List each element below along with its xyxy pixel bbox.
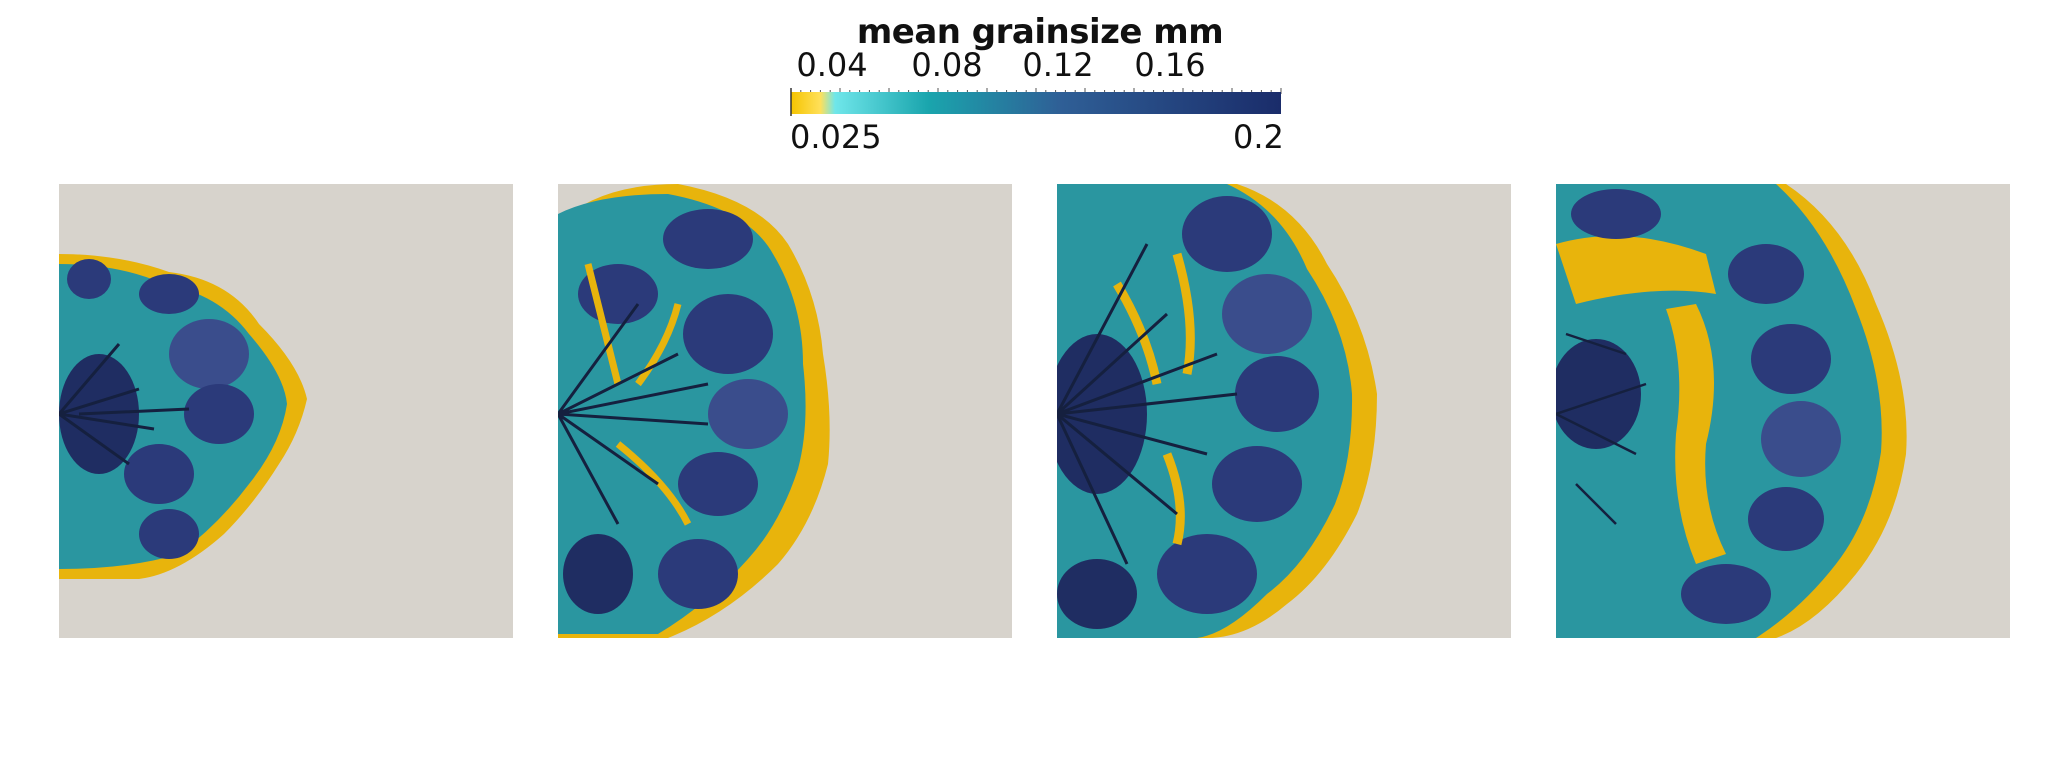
navy-lobe (663, 209, 753, 269)
navy-lobe (1751, 324, 1831, 394)
navy-lobe (1556, 339, 1641, 449)
navy-lobe (1235, 356, 1319, 432)
navy-lobe (184, 384, 254, 444)
colorbar-max-label: 0.2 (1233, 118, 1284, 156)
sand-streaks (584, 263, 692, 526)
grainsize-panel-2 (558, 184, 1012, 638)
colorbar-min-label: 0.025 (790, 118, 882, 156)
navy-lobe (678, 452, 758, 516)
colorbar-tick-label: 0.16 (1134, 46, 1206, 84)
navy-lobe (708, 379, 788, 449)
navy-lobe (563, 534, 633, 614)
channel-network (1556, 332, 1647, 525)
navy-lobe (1571, 189, 1661, 239)
navy-lobe (139, 274, 199, 314)
grainsize-panel-1 (59, 184, 513, 638)
navy-lobe (1222, 274, 1312, 354)
grainsize-panel-4 (1556, 184, 2010, 638)
channel-network (1057, 243, 1238, 565)
navy-lobe (1157, 534, 1257, 614)
navy-lobe (1761, 401, 1841, 477)
navy-lobe (1728, 244, 1804, 304)
sand-band (1666, 304, 1726, 564)
colorbar-tick-label: 0.04 (796, 46, 868, 84)
colorbar (790, 88, 1282, 116)
navy-lobe (169, 319, 249, 389)
colorbar-tick-label: 0.08 (911, 46, 983, 84)
navy-lobe (1748, 487, 1824, 551)
colorbar-legend: mean grainsize mm 0.04 0.08 0.12 0.16 0.… (790, 0, 1290, 160)
navy-lobe (67, 259, 111, 299)
navy-lobe (139, 509, 199, 559)
grainsize-panel-3 (1057, 184, 1511, 638)
colorbar-gradient (791, 92, 1281, 114)
navy-lobe (683, 294, 773, 374)
channel-network (59, 343, 190, 466)
navy-lobe (1057, 559, 1137, 629)
sand-band (1556, 236, 1716, 304)
colorbar-tick-label: 0.12 (1022, 46, 1094, 84)
navy-lobe (1182, 196, 1272, 272)
channel-network (558, 303, 709, 525)
navy-lobe (658, 539, 738, 609)
navy-lobe (124, 444, 194, 504)
sand-streaks (1113, 252, 1195, 546)
navy-lobe (1681, 564, 1771, 624)
navy-lobe (1212, 446, 1302, 522)
colorbar-title: mean grainsize mm (856, 12, 1224, 52)
